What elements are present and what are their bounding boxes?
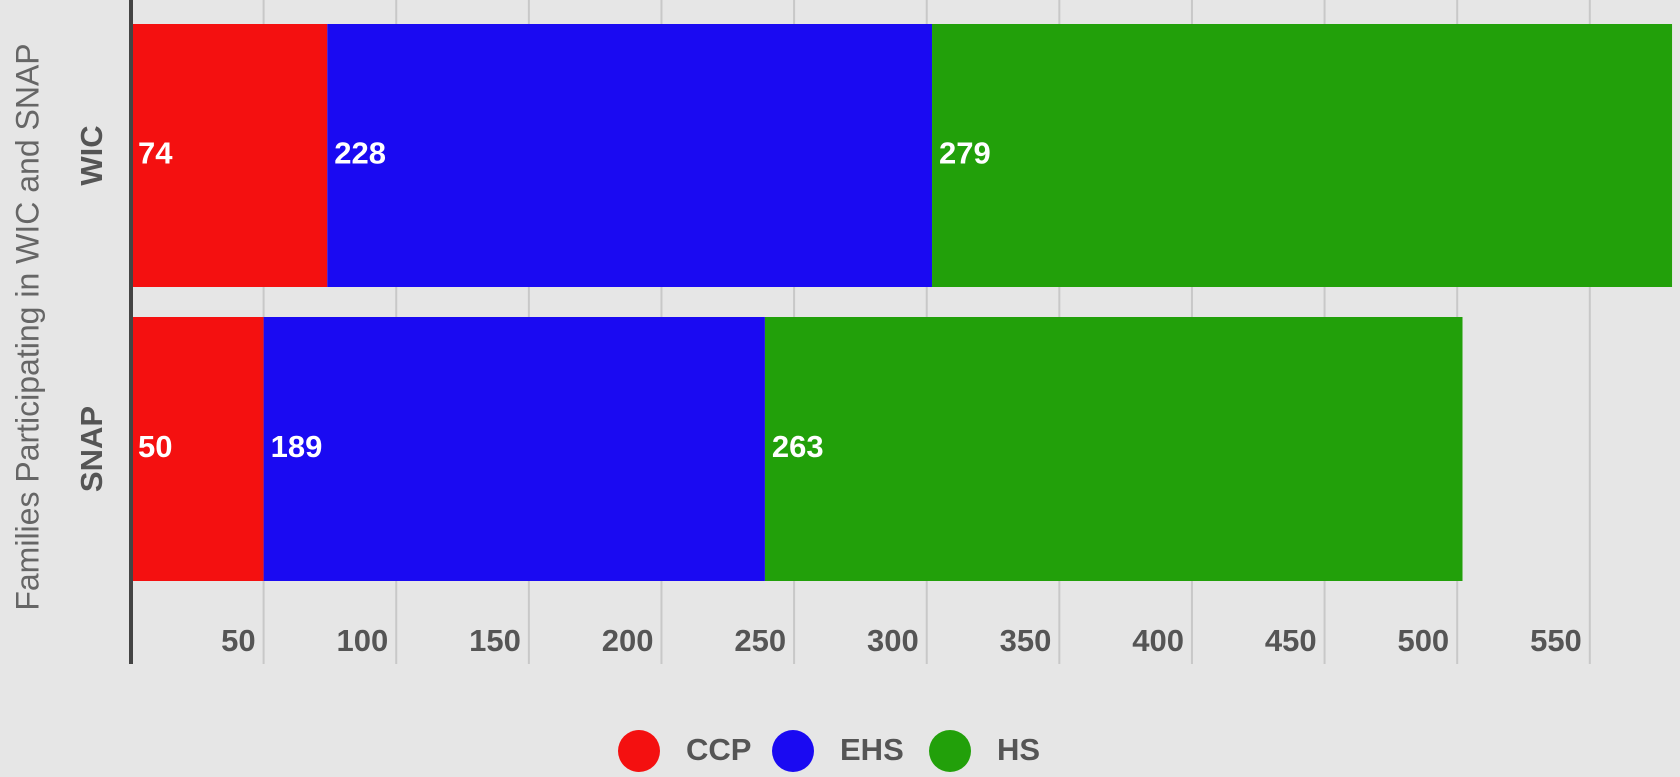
x-tick-label: 250: [734, 623, 786, 658]
value-label: 189: [271, 429, 323, 464]
legend-swatch: [618, 730, 660, 772]
category-label: SNAP: [74, 406, 109, 492]
bar-segment: [932, 24, 1673, 287]
x-tick-label: 450: [1265, 623, 1317, 658]
bar-segment: [131, 24, 328, 287]
bar-segment: [764, 317, 1463, 581]
x-tick-label: 100: [337, 623, 389, 658]
y-axis-title: Families Participating in WIC and SNAP: [9, 43, 45, 610]
x-tick-label: 150: [469, 623, 521, 658]
x-tick-label: 550: [1530, 623, 1582, 658]
value-label: 74: [138, 136, 173, 171]
category-label: WIC: [74, 125, 109, 185]
value-label: 228: [334, 136, 386, 171]
legend-label: EHS: [840, 732, 904, 767]
value-label: 263: [772, 429, 824, 464]
bar-segment: [327, 24, 933, 287]
value-label: 279: [939, 136, 991, 171]
x-tick-label: 300: [867, 623, 919, 658]
legend-label: CCP: [686, 732, 751, 767]
legend-swatch: [929, 730, 971, 772]
bar-segment: [263, 317, 765, 581]
x-tick-label: 200: [602, 623, 654, 658]
legend-swatch: [772, 730, 814, 772]
x-tick-label: 350: [1000, 623, 1052, 658]
bar-segment: [131, 317, 264, 581]
value-label: 50: [138, 429, 172, 464]
x-tick-label: 400: [1132, 623, 1184, 658]
legend-label: HS: [997, 732, 1040, 767]
x-tick-label: 50: [221, 623, 255, 658]
x-tick-label: 500: [1397, 623, 1449, 658]
